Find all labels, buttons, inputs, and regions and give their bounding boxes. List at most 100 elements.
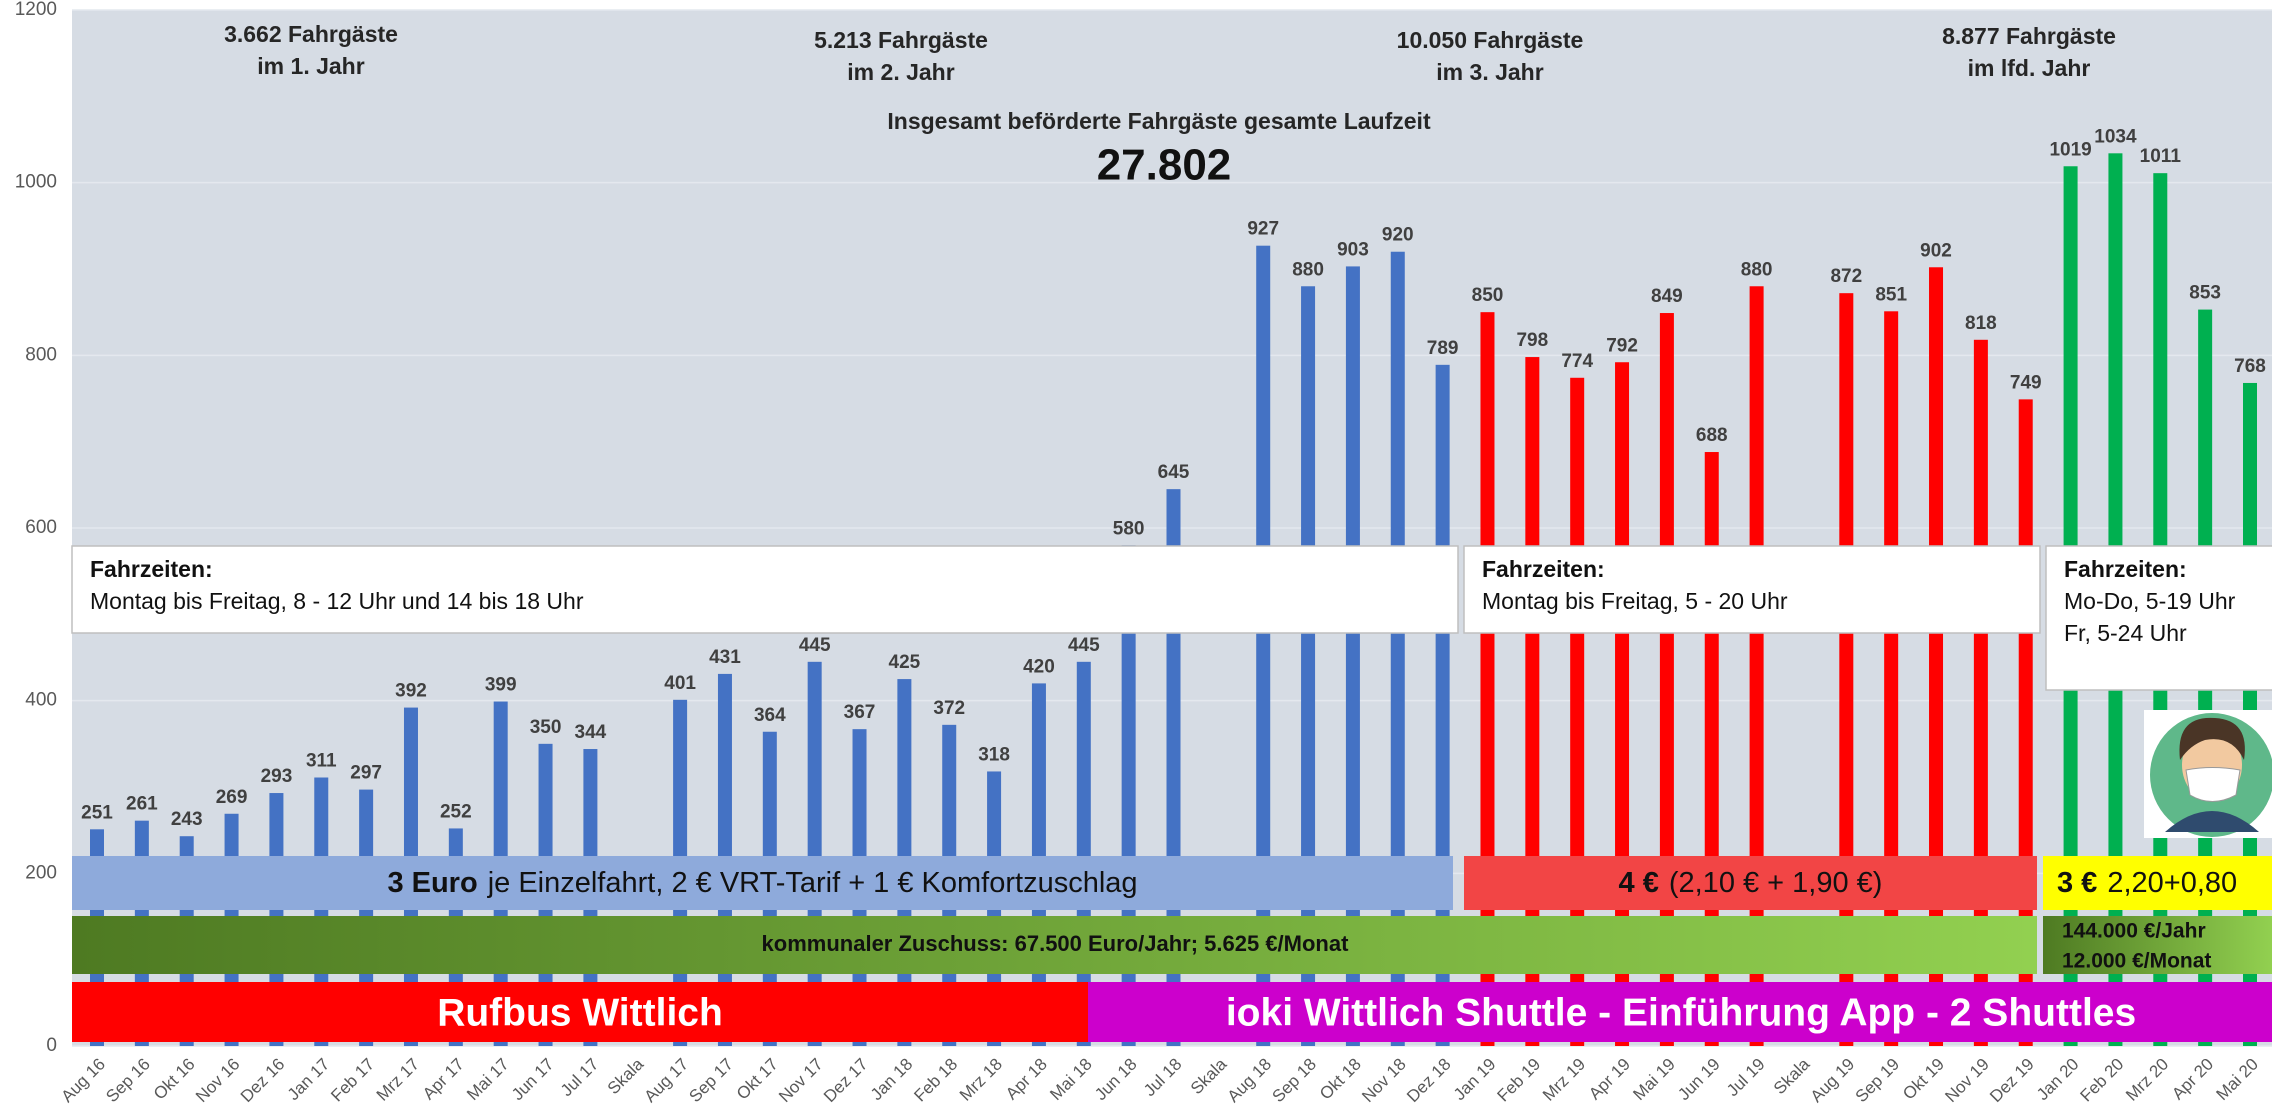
fare-band	[1464, 856, 2037, 910]
operator-band	[1088, 982, 2272, 1042]
subsidy-text: 144.000 €/Jahr	[2062, 920, 2206, 943]
data-label: 420	[1023, 656, 1055, 677]
annotation: 3.662 Fahrgäste	[224, 21, 398, 47]
total-value: 27.802	[1097, 141, 1232, 190]
data-label: 880	[1292, 259, 1324, 280]
data-label: 392	[395, 681, 427, 702]
fare-band	[2043, 856, 2272, 910]
bar	[1390, 251, 1405, 1046]
data-label: 445	[1068, 635, 1100, 656]
bar	[314, 777, 329, 1046]
data-label: 798	[1516, 330, 1548, 351]
fare-detail: (2,10 € + 1,90 €)	[1669, 867, 1883, 899]
bar	[1345, 266, 1360, 1046]
fare-detail: je Einzelfahrt, 2 € VRT-Tarif + 1 € Komf…	[487, 867, 1138, 899]
data-label: 880	[1741, 259, 1773, 280]
data-label: 851	[1875, 284, 1907, 305]
data-label: 645	[1158, 462, 1190, 483]
annotation: im 2. Jahr	[847, 59, 954, 85]
y-tick-label: 800	[25, 344, 57, 365]
data-label: 688	[1696, 425, 1728, 446]
data-label: 792	[1606, 335, 1638, 356]
annotation: 5.213 Fahrgäste	[814, 27, 988, 53]
data-label: 818	[1965, 313, 1997, 334]
annotation: im 1. Jahr	[257, 53, 364, 79]
data-label: 927	[1247, 219, 1279, 240]
fare-detail: 2,20+0,80	[2107, 867, 2237, 899]
icon-hair	[2179, 717, 2245, 760]
data-label: 853	[2189, 283, 2221, 304]
operator-text: Rufbus Wittlich	[437, 991, 723, 1034]
fare-text: 4 € (2,10 € + 1,90 €)	[1619, 867, 1883, 899]
operator-text: ioki Wittlich Shuttle - Einführung App -…	[1226, 991, 2136, 1034]
data-label: 580	[1113, 518, 1145, 539]
data-label: 1011	[2140, 146, 2182, 167]
schedule-line: Fr, 5-24 Uhr	[2064, 620, 2187, 646]
y-tick-label: 0	[46, 1035, 57, 1056]
data-label: 789	[1427, 338, 1459, 359]
data-label: 399	[485, 675, 517, 696]
data-label: 372	[933, 698, 965, 719]
data-label: 243	[171, 809, 203, 830]
data-label: 872	[1830, 266, 1862, 287]
annotation: 10.050 Fahrgäste	[1397, 27, 1584, 53]
icon-mask	[2185, 767, 2241, 802]
data-label: 920	[1382, 225, 1414, 246]
y-tick-label: 200	[25, 862, 57, 883]
schedule-line: Montag bis Freitag, 5 - 20 Uhr	[1482, 588, 1788, 614]
data-label: 774	[1561, 351, 1593, 372]
data-label: 849	[1651, 286, 1683, 307]
data-label: 768	[2234, 356, 2266, 377]
data-label: 252	[440, 801, 472, 822]
data-label: 251	[81, 802, 113, 823]
fare-text: 3 € 2,20+0,80	[2057, 867, 2237, 899]
data-label: 445	[799, 635, 831, 656]
data-label: 344	[575, 722, 607, 743]
subsidy-text: kommunaler Zuschuss: 67.500 Euro/Jahr; 5…	[762, 931, 1350, 956]
annotation: im 3. Jahr	[1436, 59, 1543, 85]
fare-bold: 3 Euro	[387, 867, 477, 899]
data-label: 850	[1472, 285, 1504, 306]
schedule-title: Fahrzeiten:	[90, 556, 213, 582]
subsidy-band	[72, 916, 2037, 974]
schedule-line: Mo-Do, 5-19 Uhr	[2064, 588, 2236, 614]
data-label: 367	[844, 702, 876, 723]
fare-band	[72, 856, 1453, 910]
fare-bold: 4 €	[1619, 867, 1659, 899]
bar	[1929, 267, 1944, 1047]
data-label: 431	[709, 647, 741, 668]
data-label: 425	[889, 652, 921, 673]
schedule-title: Fahrzeiten:	[2064, 556, 2187, 582]
y-tick-label: 1000	[15, 172, 57, 193]
bar	[1256, 245, 1271, 1046]
y-tick-label: 1200	[15, 0, 57, 20]
data-label: 903	[1337, 239, 1369, 260]
data-label: 261	[126, 794, 158, 815]
schedule-box	[1463, 545, 2041, 634]
data-label: 401	[664, 673, 696, 694]
data-label: 749	[2010, 372, 2042, 393]
icon-body	[2165, 811, 2259, 832]
data-label: 364	[754, 705, 786, 726]
total-label: Insgesamt beförderte Fahrgäste gesamte L…	[887, 108, 1431, 134]
operator-band	[72, 982, 1088, 1042]
data-label: 297	[350, 763, 382, 784]
fare-text: 3 Euro je Einzelfahrt, 2 € VRT-Tarif + 1 …	[387, 867, 1137, 899]
schedule-title: Fahrzeiten:	[1482, 556, 1605, 582]
schedule-box	[71, 545, 1459, 634]
data-label: 311	[306, 751, 337, 772]
subsidy-text: 12.000 €/Monat	[2062, 950, 2211, 973]
schedule-box	[2045, 545, 2272, 691]
data-label: 1034	[2094, 126, 2137, 147]
data-label: 293	[261, 766, 293, 787]
annotation: im lfd. Jahr	[1968, 55, 2091, 81]
annotation: 8.877 Fahrgäste	[1942, 23, 2116, 49]
y-tick-label: 400	[25, 690, 57, 711]
data-label: 902	[1920, 240, 1952, 261]
data-label: 1019	[2049, 139, 2091, 160]
data-label: 269	[216, 787, 248, 808]
fare-bold: 3 €	[2057, 867, 2097, 899]
subsidy-band	[2043, 916, 2272, 974]
